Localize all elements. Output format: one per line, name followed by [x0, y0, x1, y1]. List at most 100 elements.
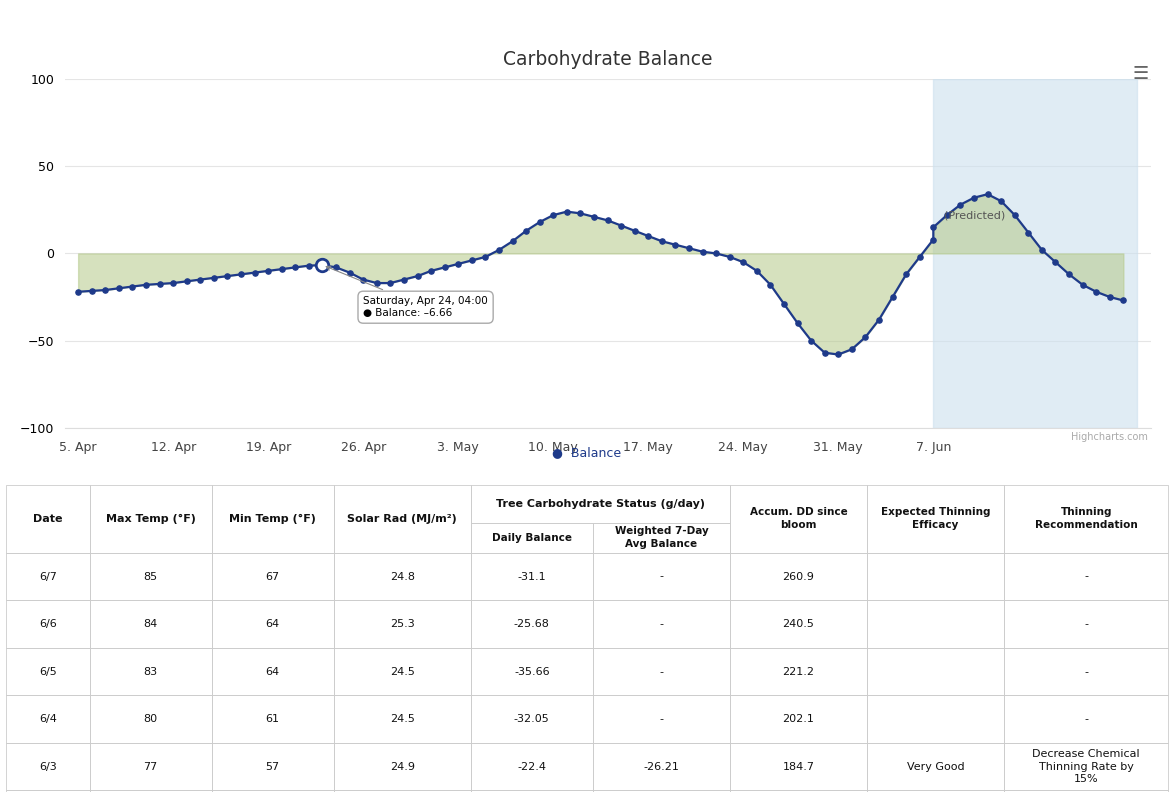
Text: 67: 67	[265, 572, 279, 581]
Text: (Predicted): (Predicted)	[944, 210, 1005, 220]
Point	[626, 224, 645, 237]
Point	[897, 268, 916, 280]
Text: Daily Balance: Daily Balance	[492, 533, 572, 543]
Text: -: -	[660, 572, 663, 581]
Point	[475, 250, 494, 263]
Point	[748, 265, 767, 277]
Point	[707, 247, 726, 260]
Text: Expected Thinning
Efficacy: Expected Thinning Efficacy	[880, 508, 991, 530]
Point	[788, 317, 807, 329]
Text: -: -	[660, 619, 663, 629]
Text: 57: 57	[265, 762, 279, 771]
Point	[1019, 227, 1038, 239]
Point	[123, 280, 142, 293]
Text: 64: 64	[265, 667, 279, 676]
Point	[258, 265, 277, 277]
Point	[531, 215, 549, 228]
Point	[734, 256, 753, 268]
Text: -25.68: -25.68	[514, 619, 549, 629]
Text: 24.8: 24.8	[390, 572, 414, 581]
Point	[721, 250, 740, 263]
Point	[1114, 294, 1133, 307]
Point	[599, 214, 618, 227]
Text: 80: 80	[143, 714, 157, 724]
Text: 6/5: 6/5	[39, 667, 56, 676]
Text: 6/6: 6/6	[39, 619, 56, 629]
Point	[353, 273, 372, 286]
Point	[938, 209, 957, 222]
Text: ▣: ▣	[322, 22, 338, 40]
Point	[951, 198, 970, 211]
Point	[448, 257, 467, 270]
Text: Weighted 7-Day
Avg Balance: Weighted 7-Day Avg Balance	[614, 527, 708, 549]
Point	[856, 331, 875, 344]
Point	[775, 298, 794, 310]
Text: 25.3: 25.3	[390, 619, 414, 629]
Point	[177, 275, 196, 287]
Text: -: -	[1085, 714, 1088, 724]
Point	[870, 314, 889, 326]
Point	[286, 261, 305, 274]
Point	[340, 266, 359, 279]
Point	[571, 207, 589, 219]
Point	[978, 188, 997, 200]
Point	[666, 238, 684, 251]
Text: Min Temp (°F): Min Temp (°F)	[229, 514, 316, 524]
Point	[245, 266, 264, 279]
Point	[409, 270, 427, 283]
Text: -32.05: -32.05	[514, 714, 549, 724]
Point	[136, 279, 155, 291]
Text: 64: 64	[265, 619, 279, 629]
Text: Max Temp (°F): Max Temp (°F)	[106, 514, 196, 524]
Point	[82, 284, 101, 297]
Point	[382, 276, 400, 289]
Point	[299, 259, 318, 272]
Text: 77: 77	[143, 762, 157, 771]
Title: Carbohydrate Balance: Carbohydrate Balance	[502, 51, 713, 70]
Text: -: -	[1085, 619, 1088, 629]
Text: Date: Date	[33, 514, 62, 524]
Point	[421, 265, 440, 277]
Text: ☰: ☰	[1132, 65, 1148, 83]
Point	[96, 284, 115, 296]
Point	[558, 205, 576, 218]
Point	[910, 250, 929, 263]
Text: Accum. DD since
bloom: Accum. DD since bloom	[750, 508, 848, 530]
Point	[585, 211, 603, 223]
Text: 6/4: 6/4	[39, 714, 56, 724]
Point	[1087, 285, 1106, 298]
Text: 61: 61	[265, 714, 279, 724]
Point	[693, 246, 711, 258]
Point	[802, 334, 821, 347]
Point	[653, 235, 672, 248]
Point	[150, 277, 169, 290]
Text: Thinning
Recommendation: Thinning Recommendation	[1034, 508, 1138, 530]
Text: Very Good: Very Good	[906, 762, 965, 771]
Point	[883, 291, 902, 303]
Text: Jun 1, 2021: Jun 1, 2021	[21, 22, 127, 40]
Text: 6/3: 6/3	[39, 762, 56, 771]
Point	[313, 259, 332, 272]
Point	[436, 261, 454, 274]
Point	[394, 273, 413, 286]
Point	[69, 285, 88, 298]
Text: -: -	[660, 714, 663, 724]
Text: Saturday, Apr 24, 04:00
● Balance: –6.66: Saturday, Apr 24, 04:00 ● Balance: –6.66	[326, 266, 488, 318]
Point	[639, 230, 657, 242]
Text: 202.1: 202.1	[783, 714, 815, 724]
Text: -31.1: -31.1	[518, 572, 546, 581]
Text: 84: 84	[143, 619, 157, 629]
Text: Decrease Chemical
Thinning Rate by
15%: Decrease Chemical Thinning Rate by 15%	[1032, 749, 1140, 784]
Point	[816, 346, 835, 359]
Point	[924, 221, 943, 234]
Point	[517, 224, 535, 237]
Point	[367, 276, 386, 289]
Text: 85: 85	[143, 572, 157, 581]
Text: -: -	[1085, 572, 1088, 581]
Text: -26.21: -26.21	[643, 762, 680, 771]
Point	[992, 195, 1011, 208]
Point	[164, 276, 183, 289]
Text: 240.5: 240.5	[783, 619, 815, 629]
Point	[680, 242, 699, 254]
Point	[843, 343, 862, 356]
